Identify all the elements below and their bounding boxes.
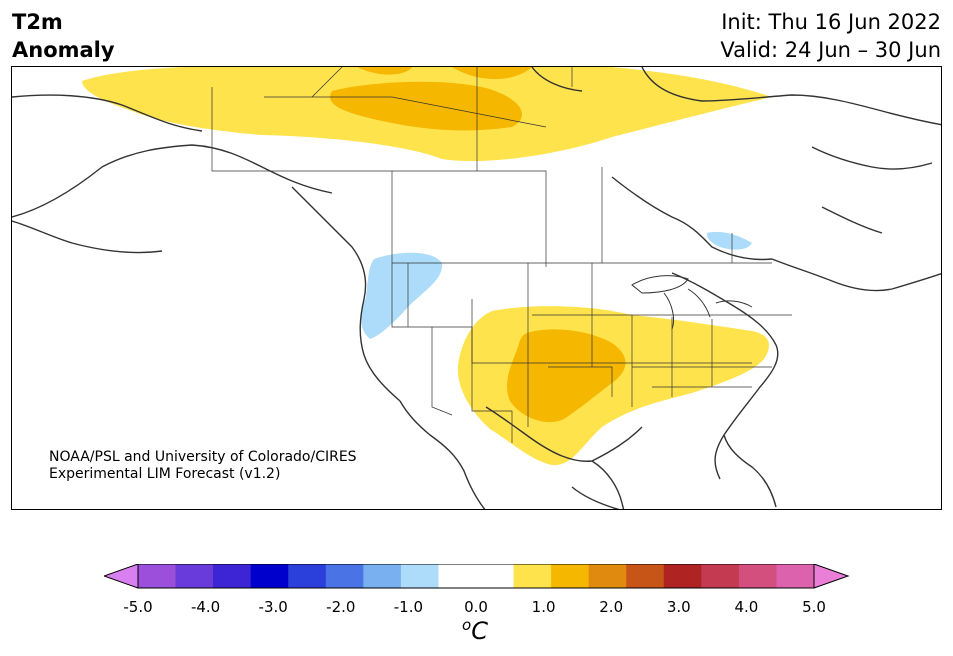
colorbar-tick-label: -4.0 — [190, 598, 221, 616]
colorbar-segment — [701, 564, 740, 588]
colorbar-tick-label: 3.0 — [666, 598, 691, 616]
unit-letter: C — [471, 617, 488, 645]
colorbar-segment — [663, 564, 702, 588]
map-title: T2m Anomaly — [12, 8, 115, 64]
warm-anomaly-north — [82, 67, 772, 162]
cool-anomaly-northwest — [361, 252, 443, 339]
colorbar-unit: oC — [462, 616, 488, 645]
colorbar-tick-labels: -5.0 -4.0 -3.0 -2.0 -1.0 0.0 1.0 2.0 3.0 4.0 5.0 — [0, 598, 953, 618]
colorbar-tick-label: -2.0 — [326, 598, 356, 616]
colorbar-segment — [588, 564, 627, 588]
cool-anomaly-east — [706, 231, 752, 250]
map-panel — [11, 66, 942, 510]
credit-line-1: NOAA/PSL and University of Colorado/CIRE… — [49, 449, 357, 465]
colorbar — [104, 564, 850, 589]
colorbar-tick-label: -3.0 — [258, 598, 288, 616]
colorbar-segment — [175, 564, 214, 588]
great-lakes — [631, 275, 753, 330]
colorbar-under-arrow — [104, 564, 138, 588]
colorbar-over-arrow — [814, 564, 848, 588]
title-line-1: T2m — [12, 10, 63, 34]
colorbar-segment — [138, 564, 177, 588]
colorbar-segment — [288, 564, 327, 588]
colorbar-segments — [138, 564, 815, 588]
colorbar-segment — [400, 564, 439, 588]
anomaly-map — [12, 67, 941, 509]
colorbar-outline — [137, 564, 815, 589]
colorbar-segment — [438, 564, 477, 588]
colorbar-tick-label: 5.0 — [802, 598, 826, 616]
colorbar-segment — [551, 564, 590, 588]
colorbar-segment — [738, 564, 777, 588]
colorbar-tick-label: 0.0 — [464, 598, 488, 616]
colorbar-segment — [513, 564, 552, 588]
warm-anomaly-central-us — [457, 306, 769, 466]
colorbar-segment — [476, 564, 515, 588]
colorbar-segment — [325, 564, 364, 588]
forecast-dates: Init: Thu 16 Jun 2022 Valid: 24 Jun – 30… — [720, 8, 941, 64]
colorbar-segment — [363, 564, 402, 588]
colorbar-segment — [626, 564, 665, 588]
credit-text: NOAA/PSL and University of Colorado/CIRE… — [49, 449, 357, 483]
colorbar-tick-label: 2.0 — [599, 598, 624, 616]
colorbar-tick-label: 1.0 — [531, 598, 556, 616]
init-date: Init: Thu 16 Jun 2022 — [721, 10, 941, 34]
colorbar-under-outline — [104, 564, 139, 589]
colorbar-segment — [776, 564, 815, 588]
colorbar-tick-label: 4.0 — [734, 598, 759, 616]
state-borders — [211, 67, 792, 443]
title-line-2: Anomaly — [12, 38, 115, 62]
colorbar-tick-label: -5.0 — [123, 598, 153, 616]
credit-line-2: Experimental LIM Forecast (v1.2) — [49, 466, 281, 482]
coastlines — [12, 67, 941, 509]
valid-range: Valid: 24 Jun – 30 Jun — [720, 38, 941, 62]
colorbar-over-outline — [813, 564, 850, 589]
colorbar-segment — [250, 564, 289, 588]
colorbar-segment — [213, 564, 252, 588]
colorbar-tick-label: -1.0 — [393, 598, 424, 616]
unit-degree: o — [462, 616, 472, 634]
